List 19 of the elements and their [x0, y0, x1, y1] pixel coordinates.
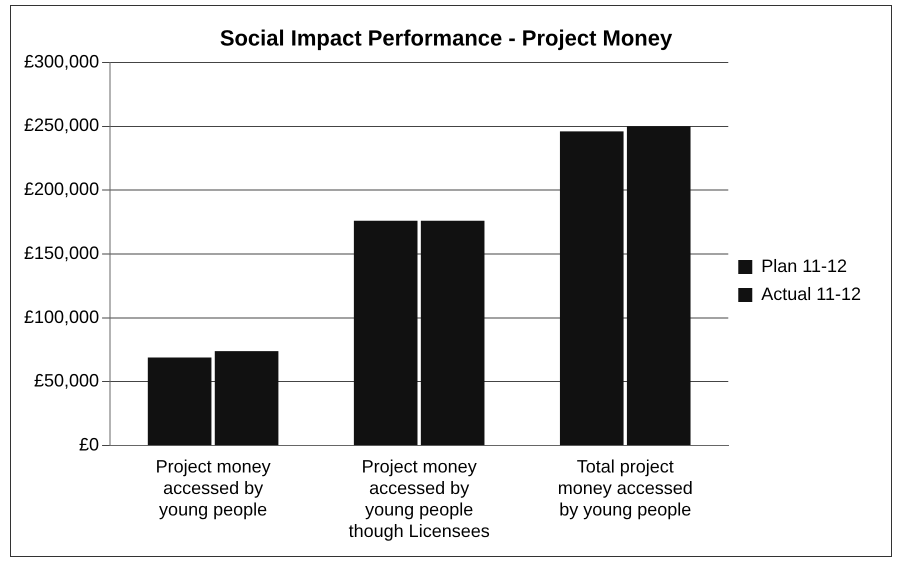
y-tick-label: £250,000	[24, 115, 100, 136]
legend-label: Actual 11-12	[761, 284, 862, 304]
x-tick-label: Total project money accessed by young people	[558, 456, 693, 520]
bar	[420, 220, 484, 446]
y-tick-label: £0	[79, 434, 100, 455]
chart-title: Social Impact Performance - Project Money	[220, 25, 673, 50]
y-tick-label: £50,000	[34, 370, 100, 391]
y-tick-label: £150,000	[24, 242, 100, 263]
y-tick-label: £100,000	[24, 306, 100, 327]
y-tick-label: £300,000	[24, 51, 100, 72]
y-tick-label: £200,000	[24, 179, 100, 200]
bar	[560, 131, 624, 446]
bar	[214, 351, 278, 446]
x-tick-label: Project money accessed by young people	[156, 456, 271, 520]
bar	[354, 220, 418, 446]
legend-label: Plan 11-12	[761, 256, 848, 276]
bar	[148, 357, 212, 446]
bar	[626, 126, 691, 446]
x-tick-label: Project money accessed by young people though Licensees	[348, 456, 490, 542]
